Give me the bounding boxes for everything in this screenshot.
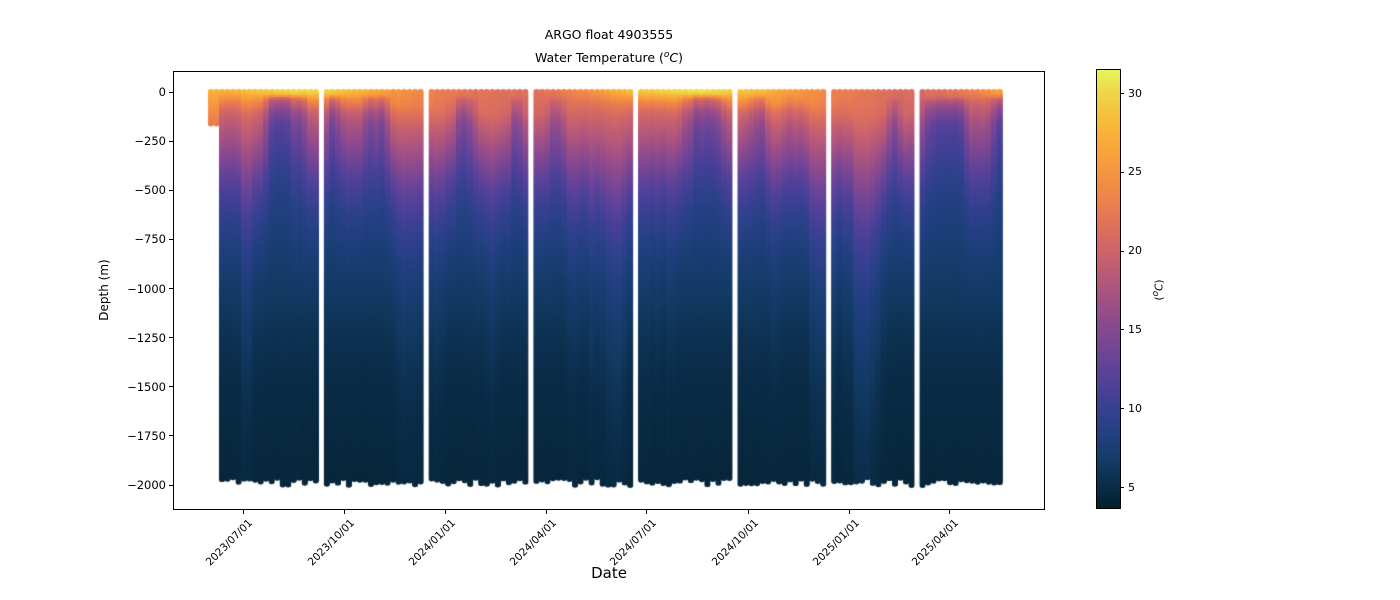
x-tick-label: 2025/04/01 xyxy=(910,517,962,569)
x-tick-label: 2023/10/01 xyxy=(305,517,357,569)
x-tick-mark xyxy=(948,510,950,514)
y-tick-mark xyxy=(169,386,174,388)
y-tick-mark xyxy=(169,288,174,289)
heatmap-canvas xyxy=(174,72,1044,509)
colorbar-tick-mark xyxy=(1120,487,1124,489)
colorbar-tick-mark xyxy=(1120,408,1124,410)
y-tick-mark xyxy=(169,91,174,93)
colorbar-tick-mark xyxy=(1120,250,1124,252)
x-tick-mark xyxy=(242,510,244,514)
colorbar-tick-mark xyxy=(1120,93,1124,95)
x-tick-mark xyxy=(747,510,749,514)
x-tick-mark xyxy=(849,510,851,514)
colorbar-tick-label: 5 xyxy=(1128,480,1135,494)
y-tick-label: −1750 xyxy=(127,428,166,443)
colorbar-tick-label: 10 xyxy=(1128,401,1142,415)
colorbar-tick-mark xyxy=(1120,329,1124,331)
plot-title-line1: ARGO float 4903555 xyxy=(544,27,674,42)
x-tick-label: 2024/04/01 xyxy=(507,517,559,569)
y-tick-label: −250 xyxy=(134,134,166,149)
x-tick-label: 2024/07/01 xyxy=(607,517,660,569)
colorbar-tick-label: 25 xyxy=(1128,165,1142,179)
y-tick-mark xyxy=(169,238,174,240)
colorbar-tick-label: 20 xyxy=(1128,244,1142,258)
colorbar-label: (oC) xyxy=(1150,279,1166,301)
x-tick-mark xyxy=(445,510,447,514)
y-tick-mark xyxy=(169,337,174,339)
y-tick-label: −500 xyxy=(134,183,166,198)
x-tick-label: 2024/10/01 xyxy=(709,517,761,569)
y-tick-label: −1000 xyxy=(127,281,166,296)
x-tick-mark xyxy=(545,510,547,514)
x-tick-label: 2023/07/01 xyxy=(204,517,256,569)
x-tick-mark xyxy=(343,510,345,514)
y-tick-mark xyxy=(169,140,174,142)
y-tick-mark xyxy=(169,484,174,486)
x-tick-label: 2024/01/01 xyxy=(407,517,459,569)
x-axis-label: Date xyxy=(591,564,627,582)
plot-title: ARGO float 4903555 Water Temperature (oC… xyxy=(535,24,683,68)
colorbar-tick-label: 30 xyxy=(1128,86,1142,100)
colorbar-tick-label: 15 xyxy=(1128,322,1142,336)
y-tick-label: 0 xyxy=(158,85,166,99)
y-tick-mark xyxy=(169,435,174,437)
y-tick-mark xyxy=(169,189,174,191)
y-tick-label: −2000 xyxy=(127,478,166,492)
y-tick-label: −1500 xyxy=(127,379,166,394)
x-tick-label: 2025/01/01 xyxy=(810,517,863,569)
y-axis-label: Depth (m) xyxy=(97,259,111,321)
x-tick-mark xyxy=(646,510,648,514)
colorbar-canvas xyxy=(1097,70,1120,508)
colorbar-tick-mark xyxy=(1120,171,1124,173)
y-tick-label: −1250 xyxy=(127,330,166,345)
plot-title-line2: Water Temperature (oC) xyxy=(534,50,684,66)
y-tick-label: −750 xyxy=(134,232,166,247)
